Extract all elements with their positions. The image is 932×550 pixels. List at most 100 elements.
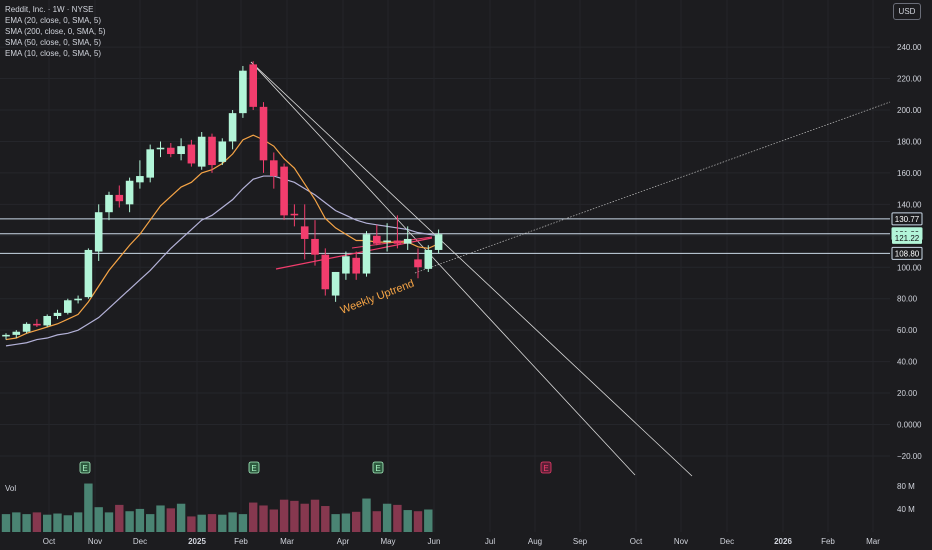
- price-tick-label: 40.00: [897, 358, 918, 367]
- time-tick-label: Aug: [528, 537, 542, 546]
- volume-bar: [22, 514, 31, 532]
- candle-body: [33, 323, 41, 326]
- candle-body: [167, 147, 175, 155]
- candle-body: [94, 212, 103, 252]
- time-tick-label: Mar: [866, 537, 880, 546]
- volume-bar: [372, 511, 381, 532]
- time-tick-label: 2026: [774, 537, 792, 546]
- candle-body: [43, 315, 51, 326]
- time-tick-label: May: [380, 537, 395, 546]
- time-axis[interactable]: Oct Nov Dec 2025 Feb Mar Apr May Jun Jul Aug Sep Oct…: [43, 537, 880, 546]
- last-price-tag: [892, 231, 922, 244]
- candle-body: [414, 259, 422, 268]
- volume-bar: [146, 514, 155, 532]
- volume-bar: [413, 511, 423, 532]
- price-tick-label: 240.00: [897, 43, 922, 52]
- volume-bar: [259, 505, 268, 532]
- price-tick-label: 0.0000: [897, 421, 922, 430]
- indicator-ema10[interactable]: EMA (10, close, 0, SMA, 5): [5, 49, 102, 58]
- time-tick-label: Oct: [630, 537, 643, 546]
- volume-bar: [104, 512, 114, 532]
- volume-bar: [125, 511, 134, 532]
- earnings-marker: [248, 461, 260, 474]
- candle-body: [74, 298, 82, 301]
- candle-body: [249, 64, 257, 107]
- time-tick-label: Feb: [821, 537, 835, 546]
- candle-body: [115, 194, 124, 202]
- volume-bar: [269, 509, 278, 532]
- candle-body: [2, 334, 10, 337]
- volume-bar: [43, 514, 52, 532]
- horizontal-levels: [0, 218, 890, 254]
- indicator-ema20[interactable]: EMA (20, close, 0, SMA, 5): [5, 16, 102, 25]
- candle-body: [434, 234, 443, 250]
- volume-bar: [403, 510, 412, 532]
- candle-body: [331, 271, 340, 296]
- price-tick-label: 140.00: [897, 200, 922, 209]
- price-tick-label: 80.00: [897, 295, 918, 304]
- candle-body: [218, 141, 227, 162]
- candle-body: [208, 136, 216, 166]
- symbol-title[interactable]: Reddit, Inc. · 1W · NYSE: [5, 5, 94, 14]
- candle-body: [156, 147, 165, 150]
- time-tick-label: Dec: [133, 537, 147, 546]
- time-tick-label: Feb: [234, 537, 248, 546]
- trend-line-down-2: [250, 61, 693, 477]
- volume-tick-label: 40 M: [897, 505, 915, 514]
- volume-bar: [393, 504, 402, 532]
- volume-bar: [228, 512, 237, 532]
- volume-bar: [94, 507, 103, 532]
- time-tick-label: 2025: [188, 537, 206, 546]
- volume-bar: [331, 514, 340, 532]
- volume-bar: [300, 503, 309, 532]
- volume-bar: [197, 514, 206, 532]
- price-level-tag: [891, 246, 923, 260]
- indicator-sma50[interactable]: SMA (50, close, 0, SMA, 5): [5, 38, 102, 47]
- currency-button[interactable]: USD: [893, 3, 921, 20]
- candle-body: [125, 180, 134, 205]
- earnings-marker-label: E: [375, 464, 380, 473]
- time-tick-label: Oct: [43, 537, 56, 546]
- volume-bar: [290, 500, 299, 532]
- time-tick-label: Nov: [88, 537, 102, 546]
- earnings-marker-label: E: [543, 464, 548, 473]
- volume-bar: [352, 511, 361, 532]
- price-tick-label: 200.00: [897, 106, 922, 115]
- candle-body: [424, 249, 433, 269]
- candle-body: [84, 249, 93, 298]
- candle-body: [393, 240, 402, 244]
- candle-body: [300, 226, 309, 239]
- price-tick-label: −20.00: [897, 452, 922, 461]
- price-axis[interactable]: 240.00220.00200.00180.00160.00140.00120.…: [891, 43, 923, 514]
- price-tick-label: 60.00: [897, 326, 918, 335]
- volume-bar: [382, 503, 392, 532]
- price-tick-label: 180.00: [897, 137, 922, 146]
- volume-bar: [12, 512, 21, 532]
- candle-body: [342, 256, 350, 274]
- volume-bar: [207, 514, 217, 532]
- volume-bar: [166, 508, 175, 532]
- volume-bar: [218, 514, 227, 532]
- candle-body: [105, 194, 113, 213]
- price-level-label: 130.77: [895, 215, 920, 224]
- price-tick-label: 20.00: [897, 389, 918, 398]
- candle-body: [270, 160, 278, 177]
- volume-bar: [156, 505, 165, 532]
- time-tick-label: Jul: [485, 537, 495, 546]
- earnings-marker: [540, 461, 552, 474]
- time-tick-label: Jun: [428, 537, 441, 546]
- trend-line-up-dotted: [414, 101, 891, 274]
- candle-body: [187, 144, 196, 164]
- annotations: Weekly Uptrend E E E E: [79, 278, 552, 474]
- volume-bar: [32, 512, 42, 532]
- indicator-sma200[interactable]: SMA (200, close, 0, SMA, 5): [5, 27, 106, 36]
- volume-bar: [238, 514, 248, 532]
- trend-line-down-1: [250, 61, 636, 476]
- candle-body: [403, 238, 412, 244]
- earnings-marker-label: E: [251, 464, 256, 473]
- volume-bar: [53, 513, 62, 532]
- volume-bar: [84, 483, 93, 532]
- time-tick-label: Mar: [280, 537, 294, 546]
- price-level-label: 108.80: [895, 249, 920, 258]
